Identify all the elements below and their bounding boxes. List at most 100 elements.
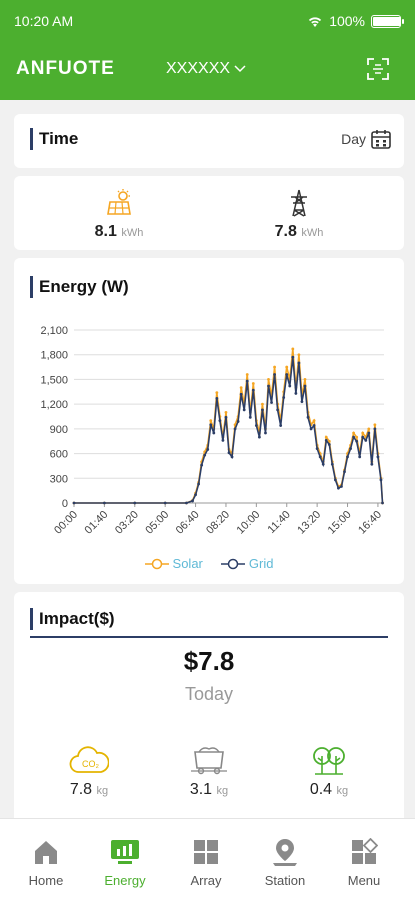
data-point-grid	[321, 462, 325, 466]
data-point-grid	[367, 431, 371, 435]
data-point-grid	[361, 435, 365, 439]
data-point-solar	[285, 365, 289, 369]
chevron-down-icon	[234, 65, 246, 73]
x-tick-label: 00:00	[52, 509, 80, 537]
data-point-grid	[267, 384, 270, 388]
y-tick-label: 1,200	[40, 399, 68, 411]
data-point-grid	[315, 447, 319, 451]
y-tick-label: 900	[50, 424, 68, 436]
grid-summary: 7.8 kWh	[239, 188, 359, 241]
data-point-grid	[251, 388, 255, 392]
data-point-grid	[291, 355, 295, 359]
legend-solar[interactable]: Solar	[144, 556, 203, 571]
x-tick-label: 11:40	[265, 509, 292, 536]
grid-value: 7.8	[274, 223, 297, 240]
solar-panel-icon	[107, 189, 131, 215]
data-point-grid	[300, 400, 304, 404]
impact-trees: 0.4 kg	[284, 744, 374, 799]
solar-unit: kWh	[121, 227, 144, 239]
data-point-solar	[303, 378, 307, 381]
data-point-solar	[273, 365, 276, 369]
time-card: Time Day	[14, 114, 404, 168]
data-point-grid	[236, 420, 240, 423]
data-point-grid	[72, 501, 76, 505]
data-point-grid	[349, 447, 352, 451]
legend-grid[interactable]: Grid	[220, 556, 274, 571]
data-point-grid	[212, 431, 216, 435]
legend-solar-label: Solar	[172, 556, 203, 571]
data-point-grid	[254, 424, 258, 427]
data-point-grid	[261, 408, 264, 412]
data-point-grid	[197, 482, 201, 486]
data-point-grid	[306, 415, 310, 419]
array-grid-icon	[194, 840, 218, 864]
trees-icon	[313, 747, 345, 775]
data-point-solar	[373, 423, 377, 427]
tab-home[interactable]: Home	[11, 837, 81, 888]
x-tick-label: 13:20	[295, 509, 323, 537]
summary-card: 8.1 kWh 7.8 kWh	[14, 176, 404, 250]
chart-legend: Solar Grid	[14, 556, 404, 571]
data-point-grid	[257, 435, 261, 439]
solar-summary: 8.1 kWh	[59, 188, 179, 241]
data-point-grid	[218, 419, 222, 423]
data-point-grid	[233, 427, 237, 431]
data-point-solar	[291, 347, 295, 351]
solar-value: 8.1	[94, 223, 117, 240]
data-point-grid	[102, 501, 106, 505]
data-point-solar	[209, 419, 213, 423]
data-point-grid	[327, 443, 331, 446]
brand-logo: ANFUOTE	[16, 58, 115, 79]
data-point-grid	[303, 384, 307, 388]
y-tick-label: 300	[50, 473, 68, 485]
data-point-solar	[251, 382, 255, 385]
tab-array[interactable]: Array	[171, 837, 241, 888]
status-bar: 10:20 AM 100%	[14, 13, 404, 33]
impact-coal: 3.1 kg	[164, 744, 254, 799]
data-point-grid	[312, 424, 316, 427]
menu-grid-icon	[352, 838, 378, 864]
data-point-solar	[324, 435, 328, 439]
data-point-grid	[191, 499, 194, 503]
tab-station[interactable]: Station	[250, 837, 320, 888]
data-point-grid	[282, 396, 286, 399]
tab-energy[interactable]: Energy	[90, 837, 160, 888]
energy-monitor-icon	[111, 840, 139, 864]
energy-title: Energy (W)	[30, 276, 129, 298]
period-selector[interactable]: Day	[341, 128, 392, 150]
data-point-grid	[324, 438, 328, 442]
data-point-grid	[133, 501, 137, 505]
data-point-grid	[346, 455, 349, 459]
data-point-grid	[185, 501, 188, 505]
data-point-grid	[221, 438, 225, 442]
data-point-solar	[267, 378, 270, 381]
legend-grid-label: Grid	[248, 556, 274, 571]
battery-icon	[371, 14, 404, 28]
data-point-grid	[288, 384, 292, 388]
station-selector[interactable]: XXXXXX	[166, 60, 246, 78]
x-tick-label: 08:20	[204, 509, 232, 537]
data-point-grid	[200, 463, 204, 467]
tab-menu[interactable]: Menu	[329, 837, 399, 888]
data-point-grid	[273, 373, 276, 376]
svg-text:CO₂: CO₂	[82, 759, 100, 769]
data-point-grid	[343, 470, 346, 474]
data-point-solar	[215, 391, 219, 395]
x-tick-label: 06:40	[174, 509, 202, 537]
station-name: XXXXXX	[166, 60, 231, 77]
wifi-icon	[309, 16, 322, 27]
scan-icon[interactable]	[367, 58, 389, 80]
data-point-grid	[381, 501, 384, 505]
coal-cart-icon	[191, 747, 227, 775]
data-point-grid	[337, 486, 340, 490]
data-point-grid	[163, 501, 167, 505]
data-point-grid	[285, 373, 289, 376]
data-point-grid	[297, 361, 301, 365]
data-point-grid	[209, 423, 213, 427]
data-point-grid	[333, 478, 337, 482]
data-point-grid	[279, 424, 283, 427]
data-point-grid	[276, 408, 280, 412]
home-icon	[35, 841, 57, 864]
y-tick-label: 1,800	[40, 350, 68, 362]
data-point-solar	[239, 386, 243, 390]
